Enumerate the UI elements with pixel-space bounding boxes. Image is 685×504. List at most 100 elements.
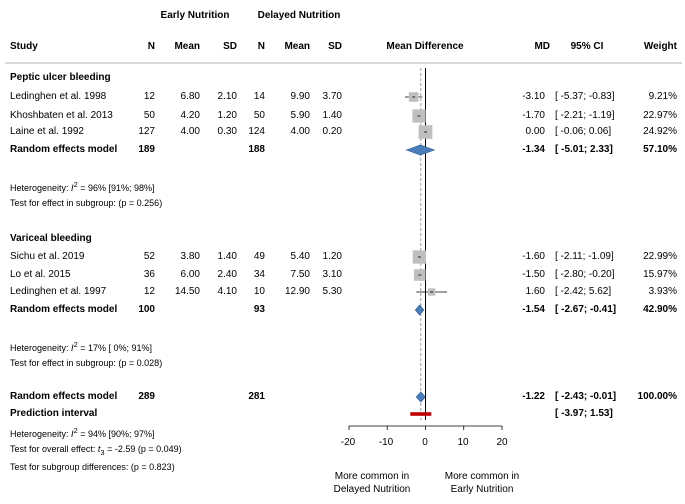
study-label: Lo et al. 2015 bbox=[10, 269, 71, 280]
col-sd-early: SD bbox=[223, 41, 237, 52]
pooled-md: -1.34 bbox=[522, 144, 545, 155]
subgroup-differences-text: Test for subgroup differences: (p = 0.82… bbox=[10, 462, 175, 472]
cell-ci: [ -2.21; -1.19] bbox=[555, 110, 615, 121]
pooled-label: Random effects model bbox=[10, 304, 118, 315]
cell-md: -1.60 bbox=[522, 251, 545, 262]
x-tick-label: -20 bbox=[340, 437, 356, 448]
cell-mean-delayed: 7.50 bbox=[290, 269, 310, 280]
col-mean-difference: Mean Difference bbox=[386, 41, 464, 52]
overall-weight: 100.00% bbox=[637, 391, 677, 402]
cell-n-delayed: 124 bbox=[248, 126, 265, 137]
cell-ci: [ -5.37; -0.83] bbox=[555, 91, 615, 102]
cell-sd-early: 2.40 bbox=[217, 269, 237, 280]
overall-diamond bbox=[415, 391, 426, 403]
cell-mean-delayed: 5.90 bbox=[290, 110, 310, 121]
cell-mean-delayed: 4.00 bbox=[290, 126, 310, 137]
col-ci: 95% CI bbox=[570, 41, 604, 52]
cell-n-delayed: 14 bbox=[253, 91, 265, 102]
cell-sd-early: 4.10 bbox=[217, 286, 237, 297]
study-label: Ledinghen et al. 1998 bbox=[10, 91, 107, 102]
cell-md: -1.50 bbox=[522, 269, 545, 280]
cell-sd-delayed: 3.10 bbox=[322, 269, 342, 280]
col-mean-delayed: Mean bbox=[284, 41, 310, 52]
pooled-diamond bbox=[405, 144, 436, 156]
prediction-interval-bar bbox=[410, 412, 432, 416]
subgroup-title-variceal: Variceal bleeding bbox=[10, 233, 92, 244]
pooled-label: Random effects model bbox=[10, 144, 118, 155]
cell-weight: 22.97% bbox=[643, 110, 677, 121]
col-n-delayed: N bbox=[257, 41, 265, 52]
x-label-left: More common in Delayed Nutrition bbox=[333, 471, 411, 495]
cell-sd-early: 2.10 bbox=[217, 91, 237, 102]
cell-weight: 3.93% bbox=[648, 286, 677, 297]
effect-test-text: Test for effect in subgroup: (p = 0.028) bbox=[10, 358, 163, 368]
col-n-early: N bbox=[147, 41, 155, 52]
heterogeneity-text: Heterogeneity: I2 = 17% [ 0%; 91%] bbox=[10, 340, 153, 353]
cell-sd-delayed: 5.30 bbox=[322, 286, 342, 297]
pooled-n-delayed: 188 bbox=[248, 144, 265, 155]
cell-sd-delayed: 3.70 bbox=[322, 91, 342, 102]
cell-sd-delayed: 1.20 bbox=[322, 251, 342, 262]
cell-n-delayed: 34 bbox=[253, 269, 265, 280]
cell-ci: [ -2.80; -0.20] bbox=[555, 269, 615, 280]
pooled-ci: [ -2.67; -0.41] bbox=[555, 304, 617, 315]
col-mean-early: Mean bbox=[174, 41, 200, 52]
x-tick-label: 10 bbox=[457, 437, 469, 448]
cell-ci: [ -2.11; -1.09] bbox=[555, 251, 614, 262]
col-md: MD bbox=[534, 41, 550, 52]
study-label: Laine et al. 1992 bbox=[10, 126, 84, 137]
cell-mean-delayed: 9.90 bbox=[290, 91, 310, 102]
cell-mean-early: 4.00 bbox=[180, 126, 200, 137]
pooled-weight: 42.90% bbox=[643, 304, 677, 315]
study-label: Khoshbaten et al. 2013 bbox=[10, 110, 113, 121]
early-nutrition-header: Early Nutrition bbox=[160, 10, 230, 21]
overall-n-delayed: 281 bbox=[248, 391, 265, 402]
cell-weight: 9.21% bbox=[648, 91, 677, 102]
overall-n-early: 289 bbox=[138, 391, 155, 402]
cell-n-early: 36 bbox=[143, 269, 155, 280]
cell-mean-early: 4.20 bbox=[180, 110, 200, 121]
cell-weight: 24.92% bbox=[643, 126, 677, 137]
cell-md: -1.70 bbox=[522, 110, 545, 121]
cell-mean-early: 3.80 bbox=[180, 251, 200, 262]
cell-sd-delayed: 0.20 bbox=[322, 126, 342, 137]
cell-mean-early: 14.50 bbox=[174, 286, 200, 297]
pooled-diamond bbox=[414, 304, 425, 316]
prediction-label: Prediction interval bbox=[10, 408, 98, 419]
overall-md: -1.22 bbox=[522, 391, 545, 402]
heterogeneity-text: Heterogeneity: I2 = 96% [91%; 98%] bbox=[10, 180, 155, 193]
cell-sd-early: 1.40 bbox=[217, 251, 237, 262]
cell-sd-early: 0.30 bbox=[217, 126, 237, 137]
pooled-weight: 57.10% bbox=[643, 144, 677, 155]
study-label: Sichu et al. 2019 bbox=[10, 251, 85, 262]
col-sd-delayed: SD bbox=[328, 41, 342, 52]
x-tick-label: 20 bbox=[496, 437, 508, 448]
x-tick-label: -10 bbox=[378, 437, 394, 448]
cell-md: -3.10 bbox=[522, 91, 545, 102]
cell-n-early: 50 bbox=[143, 110, 155, 121]
pooled-n-early: 100 bbox=[138, 304, 155, 315]
pooled-n-delayed: 93 bbox=[253, 304, 265, 315]
x-label-right: More common in Early Nutrition bbox=[444, 471, 520, 495]
cell-md: 1.60 bbox=[525, 286, 545, 297]
overall-ci: [ -2.43; -0.01] bbox=[555, 391, 617, 402]
cell-md: 0.00 bbox=[525, 126, 545, 137]
cell-weight: 15.97% bbox=[643, 269, 677, 280]
cell-n-delayed: 10 bbox=[253, 286, 265, 297]
cell-n-delayed: 49 bbox=[253, 251, 265, 262]
cell-n-early: 127 bbox=[138, 126, 155, 137]
cell-mean-delayed: 5.40 bbox=[290, 251, 310, 262]
cell-mean-early: 6.00 bbox=[180, 269, 200, 280]
overall-label: Random effects model bbox=[10, 391, 118, 402]
delayed-nutrition-header: Delayed Nutrition bbox=[257, 10, 341, 21]
subgroup-title-peptic: Peptic ulcer bleeding bbox=[10, 72, 111, 83]
col-weight: Weight bbox=[643, 41, 677, 52]
overall-heterogeneity-text: Heterogeneity: I2 = 94% [90%; 97%] bbox=[10, 426, 155, 439]
x-tick-label: 0 bbox=[422, 437, 428, 448]
pooled-ci: [ -5.01; 2.33] bbox=[555, 144, 613, 155]
pooled-n-early: 189 bbox=[138, 144, 155, 155]
cell-n-early: 12 bbox=[143, 286, 155, 297]
cell-n-early: 12 bbox=[143, 91, 155, 102]
prediction-ci: [ -3.97; 1.53] bbox=[555, 408, 613, 419]
cell-weight: 22.99% bbox=[643, 251, 677, 262]
